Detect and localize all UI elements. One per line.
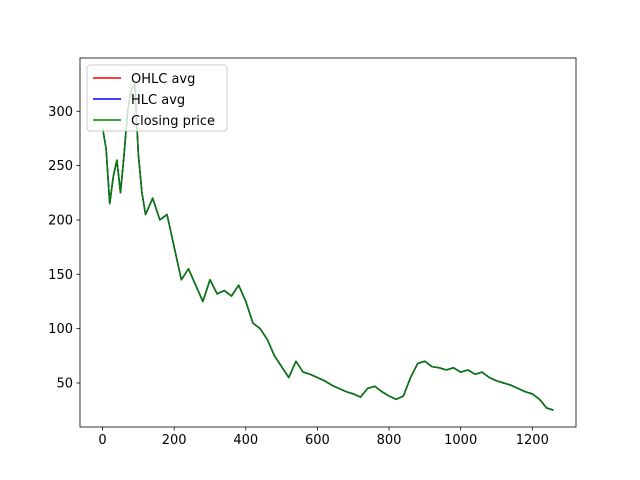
x-tick-label: 1000 <box>444 433 477 448</box>
plot-frame <box>79 57 577 428</box>
series-line <box>101 83 554 411</box>
y-tick-label: 200 <box>48 213 73 228</box>
x-tick-label: 800 <box>377 433 402 448</box>
x-tick-label: 1200 <box>516 433 549 448</box>
legend-label: HLC avg <box>131 93 185 108</box>
y-tick-label: 300 <box>48 105 73 120</box>
y-tick-label: 100 <box>48 322 73 337</box>
legend-label: OHLC avg <box>131 72 195 87</box>
x-tick-label: 400 <box>233 433 258 448</box>
y-tick-label: 50 <box>56 376 73 391</box>
legend-label: Closing price <box>131 114 215 129</box>
x-tick-label: 0 <box>98 433 106 448</box>
x-tick-label: 600 <box>305 433 330 448</box>
legend-box <box>86 64 228 132</box>
x-tick-label: 200 <box>162 433 187 448</box>
y-tick-label: 150 <box>48 268 73 283</box>
y-tick-label: 250 <box>48 159 73 174</box>
